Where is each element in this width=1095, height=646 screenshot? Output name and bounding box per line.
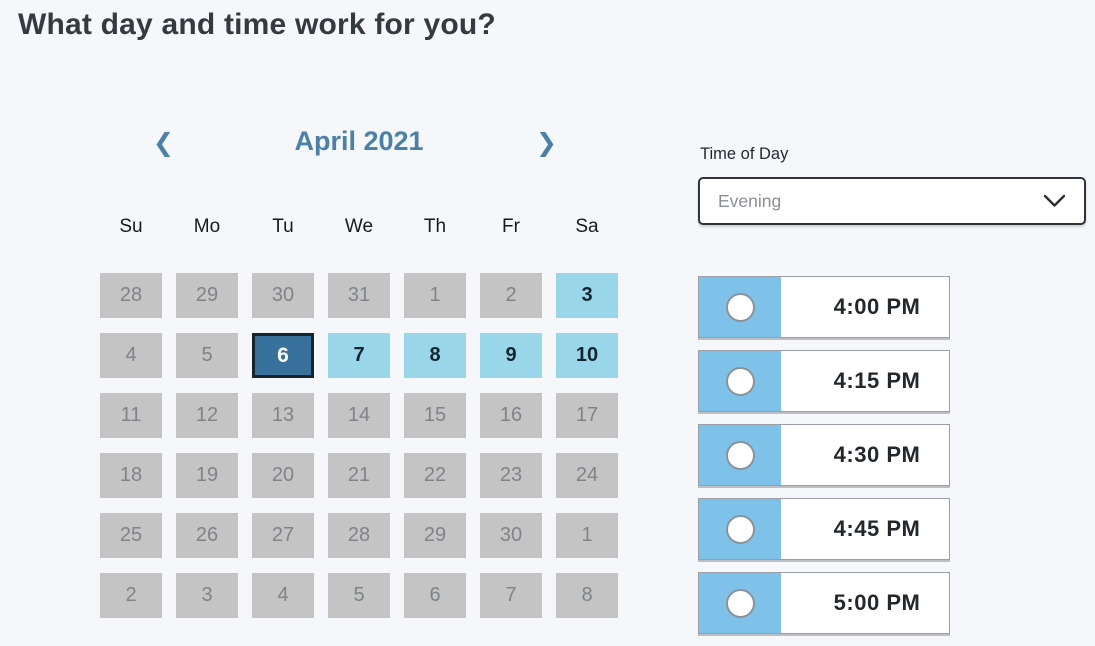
time-slot-label: 4:00 PM [833, 294, 921, 319]
calendar-day: 18 [100, 453, 162, 498]
weekday-label: Su [119, 216, 143, 237]
prev-month-icon[interactable]: ❮ [153, 128, 174, 157]
calendar-day: 23 [480, 453, 542, 498]
weekday-label: Th [423, 216, 447, 237]
time-of-day-label: Time of Day [700, 145, 789, 163]
calendar-day: 5 [176, 333, 238, 378]
calendar-grid: 28 29 30 31 1 2 3 4 5 6 7 8 9 10 11 12 13 14 15 16 17 18 19 20 2… [100, 273, 618, 618]
calendar-day: 31 [328, 273, 390, 318]
time-slot[interactable]: 5:00 PM [698, 572, 950, 634]
calendar-day: 14 [328, 393, 390, 438]
calendar-day: 2 [100, 573, 162, 618]
weekday-label: Mo [193, 216, 221, 237]
calendar-day: 7 [480, 573, 542, 618]
time-slot-label: 4:45 PM [833, 516, 921, 541]
weekday-label: Fr [502, 216, 520, 237]
time-slot[interactable]: 4:45 PM [698, 498, 950, 560]
radio-button-icon[interactable] [725, 366, 755, 396]
weekday-label: We [344, 216, 374, 237]
time-slot-label: 4:15 PM [833, 368, 921, 393]
calendar-day: 28 [100, 273, 162, 318]
calendar-day[interactable]: 8 [404, 333, 466, 378]
weekday-label: Sa [575, 216, 599, 237]
calendar-day: 30 [480, 513, 542, 558]
calendar-day: 21 [328, 453, 390, 498]
calendar-day: 1 [556, 513, 618, 558]
calendar-day: 6 [404, 573, 466, 618]
radio-button-icon[interactable] [725, 440, 755, 470]
time-slot-label: 5:00 PM [833, 590, 921, 615]
radio-button-icon[interactable] [725, 588, 755, 618]
calendar-day: 26 [176, 513, 238, 558]
calendar-day: 22 [404, 453, 466, 498]
time-slot[interactable]: 4:15 PM [698, 350, 950, 412]
calendar-day: 12 [176, 393, 238, 438]
calendar-day[interactable]: 7 [328, 333, 390, 378]
radio-button-icon[interactable] [725, 292, 755, 322]
calendar-day: 11 [100, 393, 162, 438]
calendar-day: 24 [556, 453, 618, 498]
calendar-day: 27 [252, 513, 314, 558]
calendar-day: 29 [176, 273, 238, 318]
next-month-icon[interactable]: ❯ [536, 128, 557, 157]
calendar-day: 29 [404, 513, 466, 558]
calendar-day[interactable]: 10 [556, 333, 618, 378]
calendar-day: 20 [252, 453, 314, 498]
calendar: ❮ April 2021 ❯ Su Mo Tu We Th Fr Sa 28 29 30 31 1 2… [100, 126, 618, 618]
calendar-day: 4 [100, 333, 162, 378]
calendar-day: 3 [176, 573, 238, 618]
calendar-day: 2 [480, 273, 542, 318]
calendar-day: 28 [328, 513, 390, 558]
time-slot-radio-area[interactable] [699, 499, 781, 559]
calendar-day-selected[interactable]: 6 [252, 333, 314, 378]
calendar-day: 17 [556, 393, 618, 438]
chevron-down-icon [1043, 194, 1066, 207]
calendar-day: 13 [252, 393, 314, 438]
time-of-day-select[interactable]: Evening [698, 177, 1086, 225]
calendar-day[interactable]: 3 [556, 273, 618, 318]
time-slot-radio-area[interactable] [699, 351, 781, 411]
time-slot-radio-area[interactable] [699, 425, 781, 485]
calendar-day: 1 [404, 273, 466, 318]
page-title: What day and time work for you? [18, 8, 496, 41]
time-slot[interactable]: 4:00 PM [698, 276, 950, 338]
time-of-day-selected-value: Evening [718, 190, 782, 211]
calendar-day: 8 [556, 573, 618, 618]
calendar-day: 15 [404, 393, 466, 438]
calendar-day: 19 [176, 453, 238, 498]
radio-button-icon[interactable] [725, 514, 755, 544]
calendar-day: 16 [480, 393, 542, 438]
time-slot-radio-area[interactable] [699, 277, 781, 337]
calendar-day: 25 [100, 513, 162, 558]
weekday-header-row: Su Mo Tu We Th Fr Sa [100, 216, 618, 238]
calendar-month-label: April 2021 [294, 126, 424, 156]
time-slot-list: 4:00 PM 4:15 PM 4:30 PM 4:45 PM 5:00 PM [698, 276, 1088, 634]
weekday-label: Tu [272, 216, 294, 237]
calendar-day: 5 [328, 573, 390, 618]
calendar-day: 30 [252, 273, 314, 318]
calendar-nav: ❮ April 2021 ❯ [100, 126, 618, 166]
time-panel: Time of Day Evening 4:00 PM 4:15 PM 4:30 P… [698, 145, 1088, 646]
calendar-day: 4 [252, 573, 314, 618]
time-slot[interactable]: 4:30 PM [698, 424, 950, 486]
calendar-day[interactable]: 9 [480, 333, 542, 378]
time-slot-label: 4:30 PM [833, 442, 921, 467]
time-slot-radio-area[interactable] [699, 573, 781, 633]
